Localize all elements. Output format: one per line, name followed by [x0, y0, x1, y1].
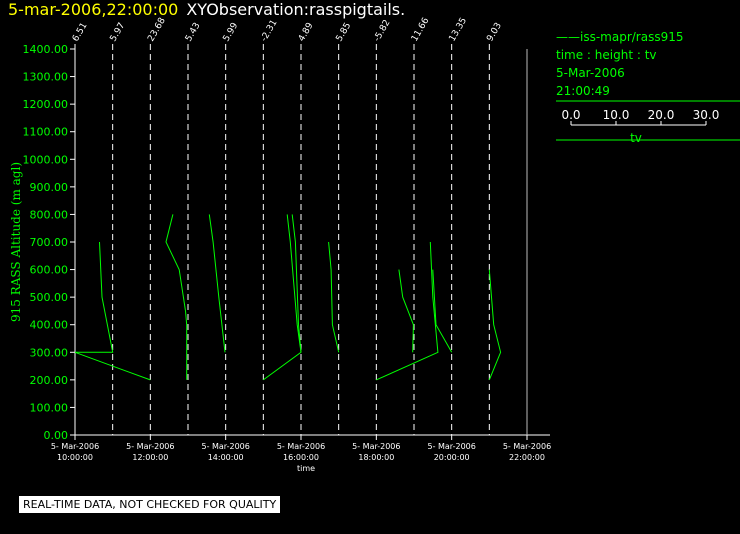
y-tick-label: 600.00 — [30, 264, 69, 277]
x-tick-time-label: 20:00:00 — [434, 453, 470, 462]
y-tick-label: 1200.00 — [23, 98, 69, 111]
legend-date: 5-Mar-2006 — [556, 66, 625, 80]
legend: ——iss-mapr/rass915 time : height : tv 5-… — [556, 28, 740, 100]
x-tick-date-label: 5- Mar-2006 — [201, 442, 249, 451]
profile-baseline-label: -5.82 — [372, 18, 392, 43]
y-tick-label: 500.00 — [30, 291, 69, 304]
legend-series: ——iss-mapr/rass915 — [556, 30, 684, 44]
y-tick-label: 0.00 — [44, 429, 69, 442]
series-trace — [208, 214, 226, 353]
series-trace — [165, 214, 188, 380]
x-tick-time-label: 10:00:00 — [57, 453, 93, 462]
profile-baseline-label: -2.31 — [259, 18, 279, 43]
y-tick-label: 700.00 — [30, 236, 69, 249]
x-tick-time-label: 18:00:00 — [358, 453, 394, 462]
y-tick-label: 800.00 — [30, 208, 69, 221]
profile-baseline-label: 4.89 — [297, 21, 316, 44]
chart-title: XYObservation:rasspigtails. — [186, 0, 406, 19]
y-tick-label: 100.00 — [30, 401, 69, 414]
profile-baseline-label: 5.99 — [222, 21, 241, 44]
x-tick-time-label: 12:00:00 — [132, 453, 168, 462]
series-trace — [263, 214, 302, 381]
tv-scale-label: tv — [630, 131, 642, 145]
y-tick-label: 1400.00 — [23, 43, 69, 56]
series-trace — [398, 269, 414, 353]
x-tick-time-label: 14:00:00 — [208, 453, 244, 462]
profile-baseline-label: 5.97 — [109, 21, 128, 43]
x-tick-date-label: 5- Mar-2006 — [51, 442, 99, 451]
legend-time: 21:00:49 — [556, 84, 610, 98]
profile-baseline-label: 5.85 — [335, 21, 354, 43]
profile-baseline-label: 23.68 — [146, 16, 168, 44]
y-tick-label: 400.00 — [30, 319, 69, 332]
quality-note: REAL-TIME DATA, NOT CHECKED FOR QUALITY — [19, 496, 281, 513]
x-tick-time-label: 16:00:00 — [283, 453, 319, 462]
profile-baseline-label: 13.35 — [448, 16, 470, 43]
y-axis-label: 915 RASS Altitude (m agl) — [9, 162, 23, 322]
series-trace — [432, 269, 453, 353]
x-tick-date-label: 5- Mar-2006 — [503, 442, 551, 451]
chart-date: 5-mar-2006,22:00:00 — [8, 0, 179, 19]
y-tick-label: 200.00 — [30, 374, 69, 387]
y-tick-label: 300.00 — [30, 346, 69, 359]
legend-series-name: iss-mapr/rass915 — [580, 30, 684, 44]
y-tick-label: 1000.00 — [23, 153, 69, 166]
y-tick-label: 900.00 — [30, 181, 69, 194]
series-trace — [488, 269, 502, 381]
y-tick-label: 1300.00 — [23, 71, 69, 84]
tv-scale-tick-label: 20.0 — [648, 108, 675, 122]
series-trace — [74, 241, 151, 381]
tv-scale-tick-label: 0.0 — [561, 108, 580, 122]
profile-baseline-label: 5.43 — [184, 21, 203, 43]
x-tick-date-label: 5- Mar-2006 — [427, 442, 475, 451]
x-tick-date-label: 5- Mar-2006 — [277, 442, 325, 451]
profile-baseline-label: 11.66 — [410, 16, 432, 44]
x-tick-date-label: 5- Mar-2006 — [352, 442, 400, 451]
profile-baseline-label: 9.03 — [485, 21, 504, 43]
x-tick-date-label: 5- Mar-2006 — [126, 442, 174, 451]
legend-axes-info: time : height : tv — [556, 48, 657, 62]
y-tick-label: 1100.00 — [23, 126, 69, 139]
series-trace — [328, 241, 340, 353]
tv-scale-tick-label: 10.0 — [603, 108, 630, 122]
x-axis-label: time — [297, 464, 315, 473]
profile-baseline-label: 6.51 — [71, 21, 90, 43]
x-tick-time-label: 22:00:00 — [509, 453, 545, 462]
series-trace — [376, 241, 439, 381]
tv-scale-tick-label: 30.0 — [693, 108, 720, 122]
chart-title-bar: 5-mar-2006,22:00:00 XYObservation:rasspig… — [8, 0, 405, 19]
series-trace — [291, 214, 302, 353]
